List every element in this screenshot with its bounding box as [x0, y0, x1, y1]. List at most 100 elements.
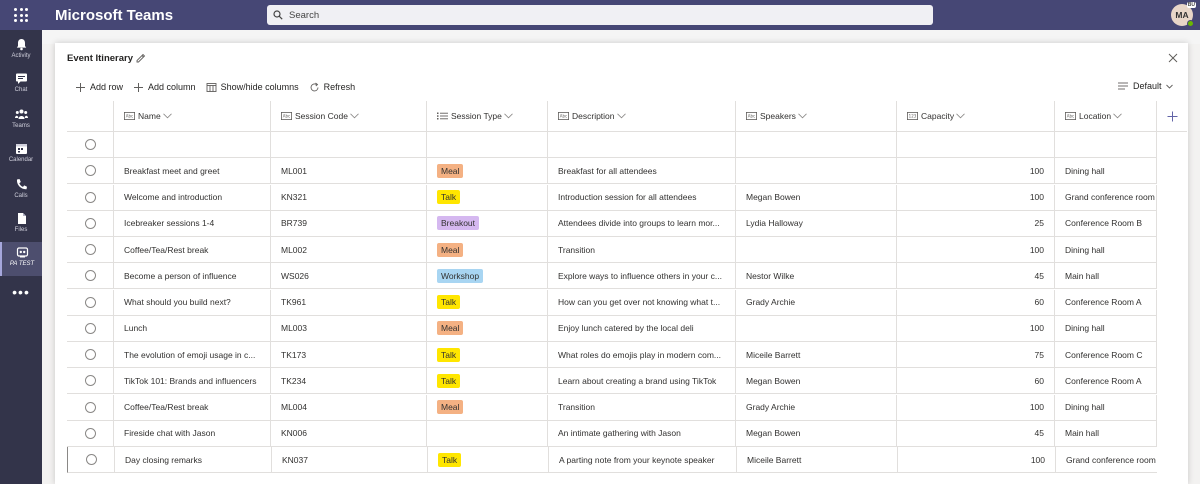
close-icon[interactable]	[1168, 53, 1178, 63]
cell-session-type[interactable]: Meal	[427, 394, 548, 420]
cell-description[interactable]: An intimate gathering with Jason	[548, 420, 736, 446]
cell-description[interactable]	[548, 132, 736, 157]
cell-speakers[interactable]	[736, 315, 897, 341]
more-apps-icon[interactable]: •••	[12, 284, 30, 300]
cell-capacity[interactable]: 100	[897, 237, 1055, 262]
cell-session-code[interactable]	[271, 132, 427, 157]
rail-item-activity[interactable]: Activity	[0, 34, 42, 68]
cell-capacity[interactable]: 60	[897, 368, 1055, 394]
cell-name[interactable]: Coffee/Tea/Rest break	[114, 237, 271, 262]
cell-capacity[interactable]: 45	[897, 420, 1055, 446]
row-select-cell[interactable]	[67, 132, 114, 157]
cell-speakers[interactable]: Grady Archie	[736, 289, 897, 315]
row-select-cell[interactable]	[67, 342, 114, 367]
cell-location[interactable]: Conference Room C	[1055, 342, 1157, 367]
cell-capacity[interactable]: 25	[897, 210, 1055, 236]
row-select-cell[interactable]	[67, 289, 114, 315]
row-select-radio[interactable]	[84, 244, 96, 255]
cell-name[interactable]: Fireside chat with Jason	[114, 420, 271, 446]
cell-speakers[interactable]: Megan Bowen	[736, 184, 897, 210]
cell-speakers[interactable]	[736, 237, 897, 262]
row-select-radio[interactable]	[84, 401, 96, 413]
cell-capacity[interactable]: 100	[897, 394, 1055, 420]
cell-name[interactable]: Icebreaker sessions 1-4	[114, 210, 271, 236]
table-row[interactable]	[67, 132, 1157, 158]
row-select-radio[interactable]	[85, 454, 97, 465]
cell-session-type[interactable]: Breakout	[427, 210, 548, 236]
rail-item-teams[interactable]: Teams	[0, 104, 42, 138]
cell-location[interactable]: Conference Room B	[1055, 210, 1157, 236]
pencil-icon[interactable]	[135, 52, 146, 63]
column-header-location[interactable]: Abc Location	[1055, 101, 1157, 131]
cell-session-code[interactable]: BR739	[271, 210, 427, 236]
table-row[interactable]: Welcome and introduction KN321 Talk Introdu…	[67, 184, 1157, 211]
cell-capacity[interactable]: 100	[898, 447, 1056, 472]
row-select-radio[interactable]	[84, 322, 96, 334]
cell-capacity[interactable]: 45	[897, 263, 1055, 289]
column-header-name[interactable]: Abc Name	[114, 101, 271, 131]
row-select-cell[interactable]	[67, 263, 114, 289]
cell-description[interactable]: How can you get over not knowing what t.…	[548, 289, 736, 315]
table-row[interactable]: Coffee/Tea/Rest break ML004 Meal Transition…	[67, 394, 1157, 421]
cell-speakers[interactable]	[736, 158, 897, 184]
cell-session-code[interactable]: TK961	[271, 289, 427, 315]
view-selector[interactable]: Default	[1118, 81, 1173, 91]
cell-session-code[interactable]: KN321	[271, 184, 427, 210]
cell-location[interactable]: Dining hall	[1055, 237, 1157, 262]
cell-capacity[interactable]: 75	[897, 342, 1055, 367]
column-header-capacity[interactable]: 123 Capacity	[897, 101, 1055, 131]
cell-location[interactable]: Conference Room A	[1055, 368, 1157, 394]
cell-description[interactable]: Explore ways to influence others in your…	[548, 263, 736, 289]
row-select-cell[interactable]	[68, 447, 115, 472]
cell-session-type[interactable]	[427, 132, 548, 157]
cell-location[interactable]: Main hall	[1055, 420, 1157, 446]
cell-capacity[interactable]	[897, 132, 1055, 157]
cell-name[interactable]: The evolution of emoji usage in c...	[114, 342, 271, 367]
cell-session-type[interactable]: Talk	[427, 289, 548, 315]
row-select-radio[interactable]	[84, 375, 96, 387]
row-select-radio[interactable]	[84, 191, 96, 203]
refresh-button[interactable]: Refresh	[309, 82, 355, 93]
row-select-cell[interactable]	[67, 315, 114, 341]
cell-session-type[interactable]: Meal	[427, 158, 548, 184]
cell-name[interactable]: Breakfast meet and greet	[114, 158, 271, 184]
cell-location[interactable]: Conference Room A	[1055, 289, 1157, 315]
add-column-header-button[interactable]	[1156, 101, 1187, 132]
cell-location[interactable]: Grand conference room	[1056, 447, 1157, 472]
row-select-radio[interactable]	[84, 296, 96, 308]
cell-session-type[interactable]	[427, 420, 548, 446]
cell-speakers[interactable]: Lydia Halloway	[736, 210, 897, 236]
cell-capacity[interactable]: 100	[897, 184, 1055, 210]
cell-speakers[interactable]: Megan Bowen	[736, 420, 897, 446]
cell-name[interactable]: Welcome and introduction	[114, 184, 271, 210]
row-select-radio[interactable]	[84, 349, 96, 360]
column-header-description[interactable]: Abc Description	[548, 101, 736, 131]
table-row[interactable]: Breakfast meet and greet ML001 Meal Breakfa…	[67, 158, 1157, 185]
cell-speakers[interactable]: Grady Archie	[736, 394, 897, 420]
cell-session-type[interactable]: Talk	[427, 342, 548, 367]
row-select-radio[interactable]	[84, 427, 96, 439]
cell-description[interactable]: Transition	[548, 394, 736, 420]
table-row[interactable]: Coffee/Tea/Rest break ML002 Meal Transition…	[67, 237, 1157, 263]
row-select-radio[interactable]	[84, 165, 96, 177]
cell-name[interactable]: Become a person of influence	[114, 263, 271, 289]
rail-item-pa-test[interactable]: PA TEST	[0, 242, 42, 276]
cell-location[interactable]: Dining hall	[1055, 394, 1157, 420]
cell-session-code[interactable]: ML004	[271, 394, 427, 420]
rail-item-calls[interactable]: Calls	[0, 174, 42, 208]
rail-item-chat[interactable]: Chat	[0, 68, 42, 102]
table-row[interactable]: The evolution of emoji usage in c... TK17…	[67, 342, 1157, 368]
cell-description[interactable]: Attendees divide into groups to learn mo…	[548, 210, 736, 236]
cell-session-type[interactable]: Talk	[427, 184, 548, 210]
column-header-speakers[interactable]: Abc Speakers	[736, 101, 897, 131]
cell-speakers[interactable]: Miceile Barrett	[737, 447, 898, 472]
table-row[interactable]: Icebreaker sessions 1-4 BR739 Breakout Atte…	[67, 210, 1157, 237]
cell-session-code[interactable]: ML002	[271, 237, 427, 262]
row-select-cell[interactable]	[67, 420, 114, 446]
table-row[interactable]: What should you build next? TK961 Talk How …	[67, 289, 1157, 316]
cell-name[interactable]: Lunch	[114, 315, 271, 341]
cell-session-code[interactable]: ML003	[271, 315, 427, 341]
row-select-cell[interactable]	[67, 394, 114, 420]
cell-description[interactable]: Transition	[548, 237, 736, 262]
search-box[interactable]: Search	[267, 5, 933, 25]
